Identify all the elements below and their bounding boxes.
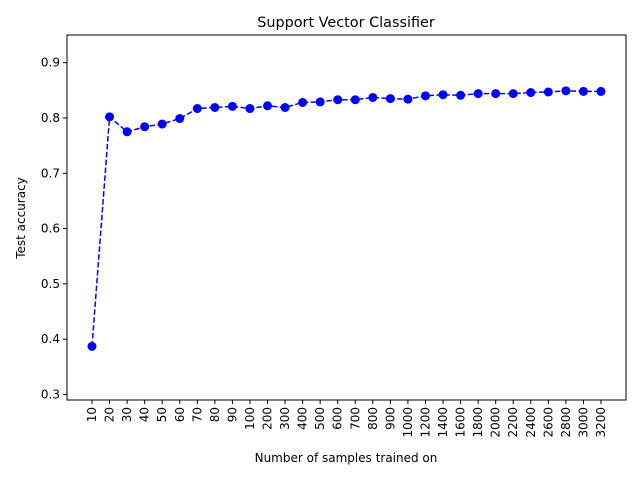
x-tick-label: 3000 bbox=[576, 407, 590, 438]
x-tick-label: 2000 bbox=[489, 407, 503, 438]
data-point bbox=[333, 95, 343, 105]
data-point bbox=[403, 94, 413, 104]
data-point bbox=[350, 95, 360, 105]
x-tick-label: 300 bbox=[278, 407, 292, 430]
data-point bbox=[438, 90, 448, 100]
y-tick-label: 0.3 bbox=[41, 387, 60, 401]
x-tick-label: 60 bbox=[173, 407, 187, 422]
x-tick-label: 1600 bbox=[454, 407, 468, 438]
data-point bbox=[596, 86, 606, 96]
data-point bbox=[543, 87, 553, 97]
data-point bbox=[227, 101, 237, 111]
x-tick-label: 10 bbox=[85, 407, 99, 422]
data-point bbox=[368, 92, 378, 102]
x-tick-label: 800 bbox=[366, 407, 380, 430]
data-point bbox=[192, 104, 202, 114]
data-point bbox=[175, 114, 185, 124]
x-tick-label: 200 bbox=[261, 407, 275, 430]
plot-area: 0.3 0.4 0.5 0.6 0.7 0.8 0.9 10 20 30 40 50 60 70 80 90 1… bbox=[41, 56, 608, 438]
x-tick-label: 30 bbox=[120, 407, 134, 422]
x-tick-label: 2800 bbox=[559, 407, 573, 438]
data-point bbox=[210, 102, 220, 112]
data-point bbox=[245, 104, 255, 114]
x-tick-label: 900 bbox=[383, 407, 397, 430]
data-point bbox=[491, 89, 501, 99]
data-point bbox=[140, 122, 150, 132]
data-point bbox=[122, 127, 132, 137]
x-tick-label: 2400 bbox=[524, 407, 538, 438]
data-point bbox=[561, 86, 571, 96]
data-point bbox=[473, 89, 483, 99]
chart-title: Support Vector Classifier bbox=[257, 15, 435, 31]
y-tick-label: 0.7 bbox=[41, 166, 60, 180]
data-point bbox=[263, 101, 273, 111]
data-point bbox=[508, 89, 518, 99]
y-axis-label: Test accuracy bbox=[14, 177, 28, 260]
x-tick-label: 2600 bbox=[541, 407, 555, 438]
x-tick-label: 90 bbox=[225, 407, 239, 422]
x-tick-label: 500 bbox=[313, 407, 327, 430]
data-point bbox=[298, 97, 308, 107]
x-tick-label: 1200 bbox=[418, 407, 432, 438]
data-point bbox=[526, 88, 536, 98]
x-tick-label: 50 bbox=[155, 407, 169, 422]
x-axis-label: Number of samples trained on bbox=[255, 451, 438, 465]
data-point bbox=[87, 341, 97, 351]
data-point bbox=[315, 97, 325, 107]
x-tick-label: 600 bbox=[331, 407, 345, 430]
x-tick-label: 1000 bbox=[401, 407, 415, 438]
data-point bbox=[578, 86, 588, 96]
data-point bbox=[456, 90, 466, 100]
x-tick-label: 1800 bbox=[471, 407, 485, 438]
x-tick-label: 700 bbox=[348, 407, 362, 430]
x-tick-label: 20 bbox=[103, 407, 117, 422]
y-tick-label: 0.6 bbox=[41, 222, 60, 236]
x-tick-label: 80 bbox=[208, 407, 222, 422]
x-tick-label: 70 bbox=[190, 407, 204, 422]
data-point bbox=[105, 112, 115, 122]
x-tick-label: 100 bbox=[243, 407, 257, 430]
data-point bbox=[385, 94, 395, 104]
data-point bbox=[420, 91, 430, 101]
data-point bbox=[280, 102, 290, 112]
x-tick-label: 1400 bbox=[436, 407, 450, 438]
x-tick-label: 2200 bbox=[506, 407, 520, 438]
axes-frame bbox=[66, 34, 627, 401]
x-tick-label: 3200 bbox=[594, 407, 608, 438]
y-tick-label: 0.4 bbox=[41, 332, 60, 346]
y-tick-label: 0.5 bbox=[41, 277, 60, 291]
data-point bbox=[157, 119, 167, 129]
x-tick-label: 400 bbox=[296, 407, 310, 430]
y-tick-label: 0.8 bbox=[41, 111, 60, 125]
x-tick-label: 40 bbox=[138, 407, 152, 422]
y-tick-label: 0.9 bbox=[41, 56, 60, 70]
